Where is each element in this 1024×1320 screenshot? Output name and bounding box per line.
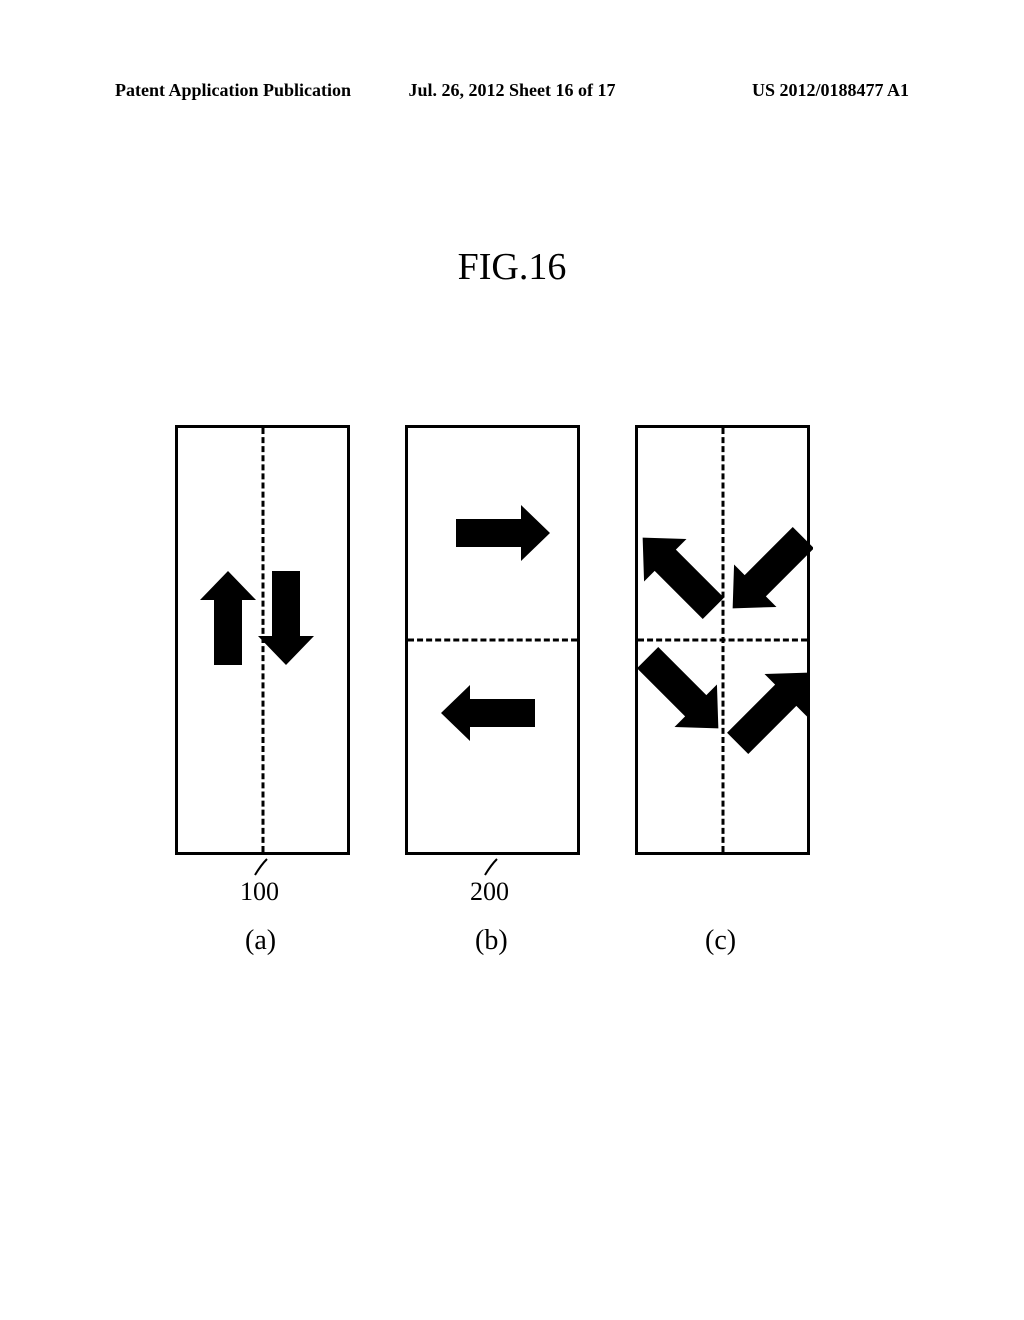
panel-a-label: (a) bbox=[245, 925, 276, 957]
panel-b-label: (b) bbox=[475, 925, 508, 957]
diagram-container: 100 (a) 200 (b) bbox=[175, 425, 855, 975]
header-publication: Patent Application Publication bbox=[115, 80, 380, 101]
panel-c bbox=[635, 425, 810, 855]
arrow-diagonal-icons bbox=[638, 428, 813, 858]
arrow-right-icon bbox=[408, 428, 583, 858]
panel-c-label: (c) bbox=[705, 925, 736, 957]
panel-a bbox=[175, 425, 350, 855]
panel-b-ref-number: 200 bbox=[470, 877, 509, 907]
panel-a-ref-number: 100 bbox=[240, 877, 279, 907]
header-date-sheet: Jul. 26, 2012 Sheet 16 of 17 bbox=[380, 80, 645, 101]
header-patent-number: US 2012/0188477 A1 bbox=[644, 80, 909, 101]
panel-a-ref-tick bbox=[253, 857, 273, 877]
figure-title: FIG.16 bbox=[0, 245, 1024, 289]
arrow-up-icon bbox=[178, 428, 353, 858]
panel-b bbox=[405, 425, 580, 855]
panel-b-ref-tick bbox=[483, 857, 503, 877]
page-header: Patent Application Publication Jul. 26, … bbox=[115, 80, 909, 101]
